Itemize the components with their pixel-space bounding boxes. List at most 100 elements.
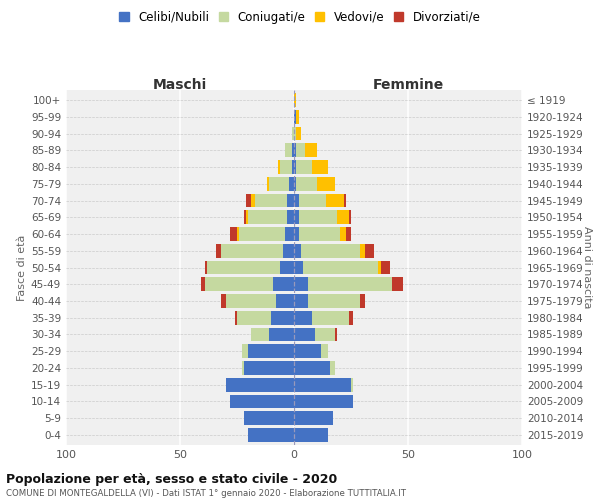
Bar (299, 194, 326, 207)
Bar (230, 394, 294, 408)
Bar (360, 294, 365, 308)
Bar (305, 144, 317, 157)
Bar (280, 260, 294, 274)
Bar (294, 428, 328, 442)
Bar (349, 210, 351, 224)
Bar (242, 344, 248, 358)
Bar (217, 244, 221, 258)
Bar (296, 177, 317, 190)
Bar (331, 361, 335, 375)
Bar (285, 144, 292, 157)
Bar (235, 311, 237, 324)
Bar (255, 194, 287, 207)
Bar (294, 328, 314, 342)
Bar (294, 378, 351, 392)
Bar (271, 311, 294, 324)
Bar (237, 227, 239, 241)
Bar (346, 227, 351, 241)
Bar (294, 361, 331, 375)
Bar (340, 227, 346, 241)
Bar (244, 361, 294, 375)
Bar (294, 210, 299, 224)
Bar (294, 311, 312, 324)
Bar (296, 144, 305, 157)
Bar (248, 344, 294, 358)
Bar (294, 177, 296, 190)
Bar (274, 278, 294, 291)
Bar (292, 160, 294, 174)
Text: Maschi: Maschi (153, 78, 207, 92)
Bar (294, 194, 299, 207)
Bar (322, 344, 328, 358)
Bar (294, 160, 296, 174)
Bar (221, 244, 283, 258)
Bar (246, 194, 251, 207)
Bar (294, 227, 299, 241)
Text: Femmine: Femmine (373, 78, 443, 92)
Bar (299, 210, 337, 224)
Bar (312, 160, 328, 174)
Bar (296, 160, 312, 174)
Bar (292, 144, 294, 157)
Bar (317, 177, 335, 190)
Bar (344, 194, 346, 207)
Bar (287, 194, 294, 207)
Bar (379, 260, 380, 274)
Bar (335, 328, 337, 342)
Bar (278, 160, 280, 174)
Bar (326, 194, 344, 207)
Bar (280, 160, 292, 174)
Text: Popolazione per età, sesso e stato civile - 2020: Popolazione per età, sesso e stato civil… (6, 472, 337, 486)
Bar (251, 194, 255, 207)
Bar (365, 244, 374, 258)
Bar (208, 260, 280, 274)
Bar (294, 294, 308, 308)
Bar (308, 294, 360, 308)
Bar (205, 260, 208, 274)
Bar (289, 177, 294, 190)
Bar (269, 177, 289, 190)
Text: COMUNE DI MONTEGALDELLA (VI) - Dati ISTAT 1° gennaio 2020 - Elaborazione TUTTITA: COMUNE DI MONTEGALDELLA (VI) - Dati ISTA… (6, 489, 406, 498)
Bar (349, 311, 353, 324)
Bar (239, 227, 285, 241)
Bar (266, 177, 269, 190)
Bar (294, 344, 322, 358)
Bar (296, 126, 301, 140)
Bar (230, 227, 237, 241)
Bar (296, 110, 299, 124)
Bar (237, 311, 271, 324)
Bar (292, 126, 294, 140)
Y-axis label: Fasce di età: Fasce di età (17, 234, 27, 300)
Bar (294, 412, 333, 425)
Bar (251, 328, 269, 342)
Bar (246, 210, 248, 224)
Bar (287, 210, 294, 224)
Bar (294, 394, 353, 408)
Bar (360, 244, 365, 258)
Bar (299, 227, 340, 241)
Bar (294, 126, 296, 140)
Bar (294, 260, 303, 274)
Bar (294, 278, 308, 291)
Bar (244, 210, 246, 224)
Bar (248, 428, 294, 442)
Bar (314, 328, 335, 342)
Bar (283, 244, 294, 258)
Bar (294, 110, 296, 124)
Bar (248, 210, 287, 224)
Bar (276, 294, 294, 308)
Bar (301, 244, 360, 258)
Bar (380, 260, 390, 274)
Bar (244, 412, 294, 425)
Y-axis label: Anni di nascita: Anni di nascita (582, 226, 592, 308)
Bar (285, 227, 294, 241)
Bar (294, 144, 296, 157)
Bar (200, 278, 205, 291)
Bar (205, 278, 274, 291)
Bar (226, 378, 294, 392)
Bar (351, 378, 353, 392)
Bar (337, 210, 349, 224)
Bar (312, 311, 349, 324)
Bar (226, 294, 276, 308)
Bar (242, 361, 244, 375)
